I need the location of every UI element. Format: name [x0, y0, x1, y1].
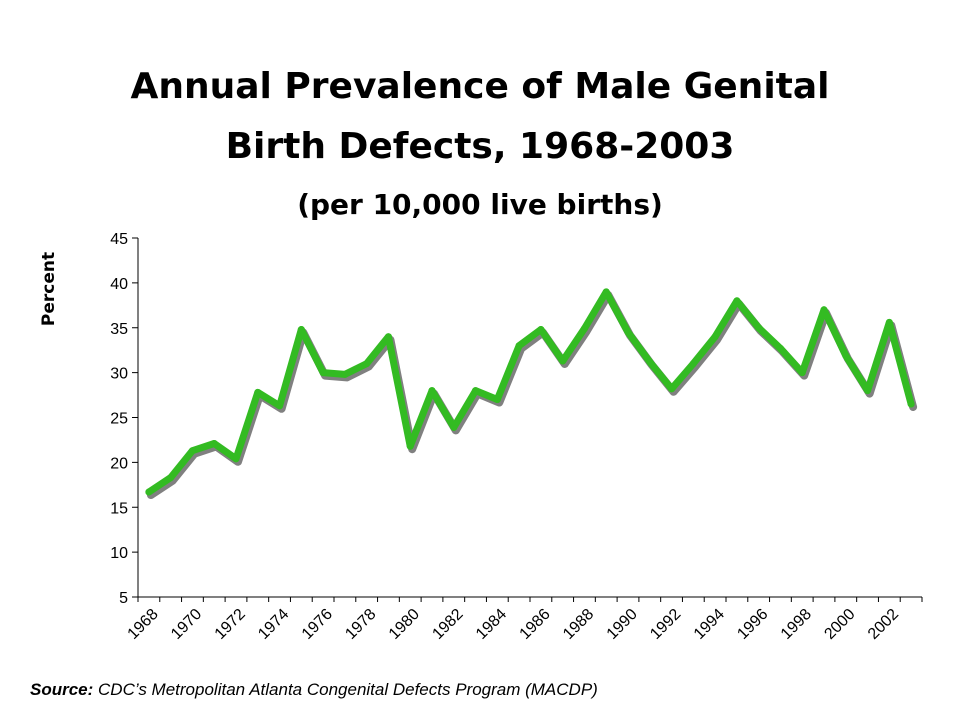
- y-tick-label: 25: [110, 411, 128, 428]
- x-tick-label: 1972: [212, 606, 249, 643]
- y-tick-label: 35: [110, 321, 128, 338]
- data-point: [297, 326, 305, 334]
- y-tick-label: 45: [110, 231, 128, 248]
- data-point: [624, 328, 632, 336]
- data-point: [515, 342, 523, 350]
- chart-subtitle: (per 10,000 live births): [297, 188, 663, 221]
- data-point: [798, 369, 806, 377]
- x-tick-label: 1986: [517, 606, 554, 643]
- data-point: [668, 385, 676, 393]
- source-text: CDC’s Metropolitan Atlanta Congenital De…: [98, 680, 598, 699]
- x-tick-label: 1968: [125, 606, 162, 643]
- data-point: [602, 288, 610, 296]
- y-tick-label: 10: [110, 545, 128, 562]
- data-point: [167, 474, 175, 482]
- data-point: [537, 326, 545, 334]
- data-point: [907, 400, 915, 408]
- data-point: [145, 488, 153, 496]
- data-point: [580, 325, 588, 333]
- x-tick-label: 1994: [691, 606, 728, 643]
- data-point: [341, 370, 349, 378]
- data-point: [646, 358, 654, 366]
- source-label: Source:: [30, 680, 94, 699]
- x-tick-label: 1992: [647, 606, 684, 643]
- data-point: [384, 333, 392, 341]
- data-point: [319, 369, 327, 377]
- x-tick-label: 1996: [734, 606, 771, 643]
- x-tick-label: 1990: [604, 606, 641, 643]
- data-point: [472, 387, 480, 395]
- x-tick-label: 1988: [560, 606, 597, 643]
- y-tick-label: 5: [119, 590, 128, 607]
- series-group: [145, 288, 918, 499]
- data-point: [210, 440, 218, 448]
- x-tick-label: 2000: [821, 606, 858, 643]
- x-tick-label: 2002: [865, 606, 902, 643]
- data-point: [406, 442, 414, 450]
- x-tick-label: 1980: [386, 606, 423, 643]
- x-axis-ticks: 1968 1970 1972 1974 1976 1978 1980 1982 1984 1986…: [125, 597, 923, 643]
- y-tick-label: 15: [110, 500, 128, 517]
- x-tick-label: 1976: [299, 606, 336, 643]
- data-point: [755, 324, 763, 332]
- data-point: [493, 396, 501, 404]
- y-tick-label: 30: [110, 366, 128, 383]
- chart-title-line-2: Birth Defects, 1968-2003: [225, 126, 735, 167]
- data-point: [232, 455, 240, 463]
- x-tick-label: 1982: [429, 606, 466, 643]
- data-point: [711, 333, 719, 341]
- series-line: [145, 288, 915, 496]
- data-point: [842, 352, 850, 360]
- data-point: [450, 423, 458, 431]
- data-point: [254, 388, 262, 396]
- data-point: [559, 357, 567, 365]
- y-axis-label: Percent: [39, 252, 59, 326]
- data-point: [363, 360, 371, 368]
- data-point: [188, 447, 196, 455]
- y-tick-label: 40: [110, 276, 128, 293]
- data-point: [776, 344, 784, 352]
- data-point: [276, 402, 284, 410]
- data-point: [885, 318, 893, 326]
- source-note: Source: CDC’s Metropolitan Atlanta Conge…: [30, 680, 598, 700]
- data-point: [689, 360, 697, 368]
- data-point: [820, 306, 828, 314]
- y-tick-label: 20: [110, 455, 128, 472]
- x-tick-label: 1974: [255, 606, 292, 643]
- data-point: [428, 387, 436, 395]
- x-tick-label: 1998: [778, 606, 815, 643]
- chart-axes: Percent: [39, 238, 922, 598]
- chart-title-line-1: Annual Prevalence of Male Genital: [130, 66, 830, 107]
- x-tick-label: 1984: [473, 606, 510, 643]
- data-point: [864, 387, 872, 395]
- data-point: [733, 297, 741, 305]
- x-tick-label: 1970: [168, 606, 205, 643]
- y-axis-ticks: 5 10 15 20 25 30 35 40 45: [110, 231, 138, 607]
- x-tick-label: 1978: [342, 606, 379, 643]
